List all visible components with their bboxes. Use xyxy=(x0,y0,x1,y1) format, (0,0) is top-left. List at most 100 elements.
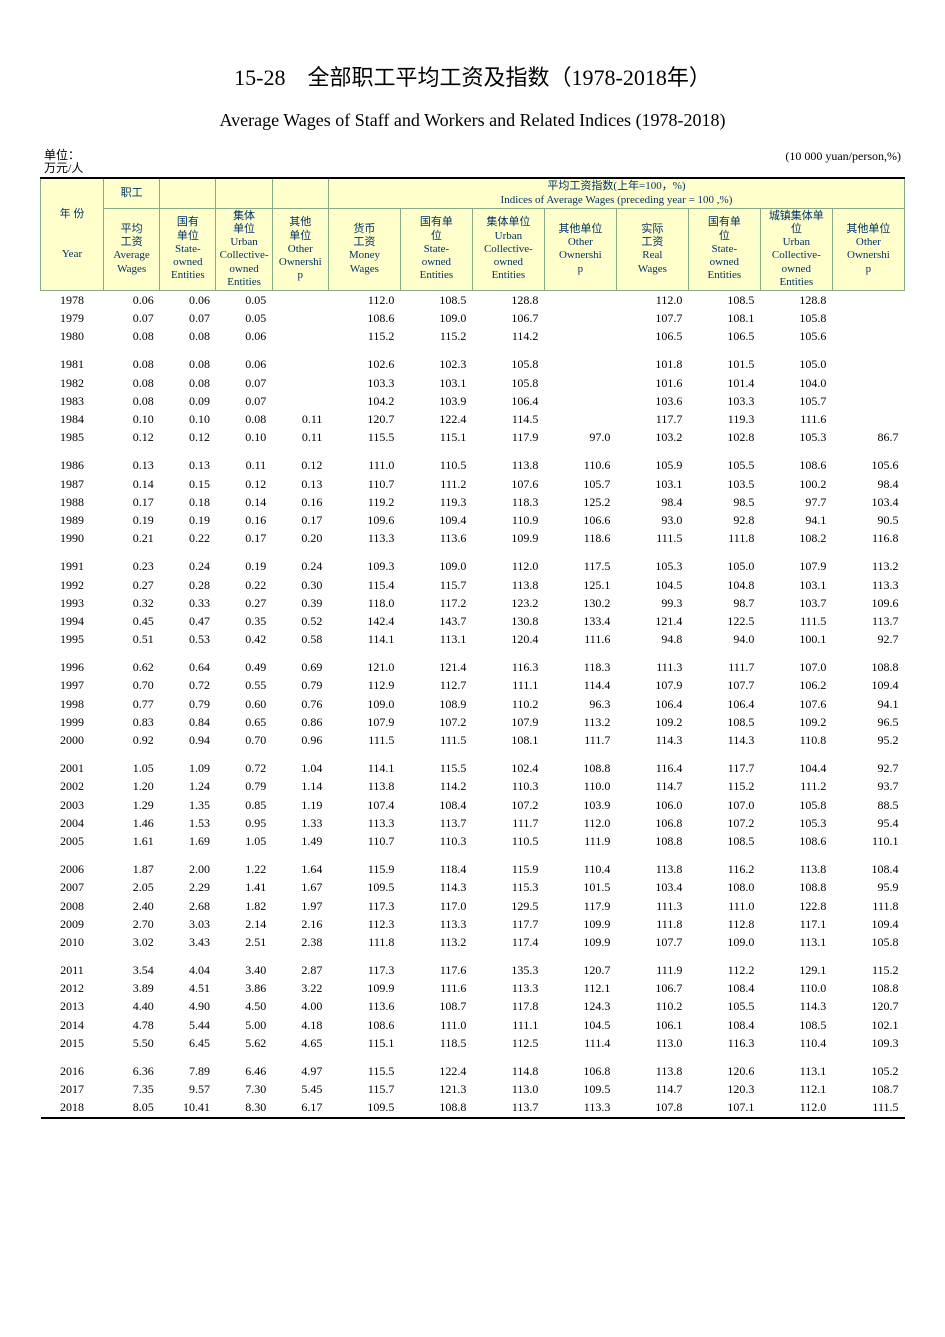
cell-value: 0.27 xyxy=(216,594,272,612)
cell-value: 0.53 xyxy=(160,630,216,648)
cell-value: 111.2 xyxy=(760,777,832,795)
table-row: 19920.270.280.220.30115.4115.7113.8125.1… xyxy=(41,576,905,594)
cell-value: 112.1 xyxy=(544,979,616,997)
table-row: 19830.080.090.07104.2103.9106.4103.6103.… xyxy=(41,392,905,410)
cell-value xyxy=(272,374,328,392)
cell-value: 0.07 xyxy=(216,392,272,410)
cell-value: 111.8 xyxy=(328,933,400,951)
cell-value: 111.6 xyxy=(400,979,472,997)
cell-value: 112.3 xyxy=(328,915,400,933)
cell-value: 0.28 xyxy=(160,576,216,594)
cell-value: 107.7 xyxy=(616,933,688,951)
cell-value: 107.8 xyxy=(616,1098,688,1117)
cell-value: 4.50 xyxy=(216,997,272,1015)
cell-value: 114.1 xyxy=(328,630,400,648)
cell-value: 0.14 xyxy=(216,493,272,511)
cell-value: 107.2 xyxy=(688,814,760,832)
cell-value: 112.0 xyxy=(544,814,616,832)
cell-value: 113.6 xyxy=(400,529,472,547)
cell-value: 108.6 xyxy=(760,832,832,850)
cell-value: 107.7 xyxy=(688,676,760,694)
cell-value: 115.7 xyxy=(400,576,472,594)
cell-value: 108.7 xyxy=(832,1080,904,1098)
cell-value: 2.16 xyxy=(272,915,328,933)
cell-value: 0.92 xyxy=(103,731,159,749)
cell-value: 115.3 xyxy=(472,878,544,896)
cell-value: 0.11 xyxy=(216,456,272,474)
cell-value: 97.0 xyxy=(544,428,616,446)
cell-value: 113.7 xyxy=(400,814,472,832)
cell-value: 130.2 xyxy=(544,594,616,612)
cell-value: 97.7 xyxy=(760,493,832,511)
cell-value: 1.49 xyxy=(272,832,328,850)
gap-row xyxy=(41,749,905,759)
cell-value: 118.5 xyxy=(400,1034,472,1052)
cell-value: 3.86 xyxy=(216,979,272,997)
cell-value: 114.5 xyxy=(472,410,544,428)
cell-value: 0.64 xyxy=(160,658,216,676)
cell-value: 94.1 xyxy=(832,695,904,713)
cell-value: 1.22 xyxy=(216,860,272,878)
cell-year: 1986 xyxy=(41,456,104,474)
cell-value: 116.3 xyxy=(472,658,544,676)
cell-value: 4.51 xyxy=(160,979,216,997)
cell-value: 105.8 xyxy=(472,355,544,373)
cell-value: 106.7 xyxy=(472,309,544,327)
cell-value: 5.00 xyxy=(216,1016,272,1034)
cell-value: 113.6 xyxy=(328,997,400,1015)
cell-value: 114.3 xyxy=(688,731,760,749)
cell-value: 111.7 xyxy=(544,731,616,749)
cell-year: 1995 xyxy=(41,630,104,648)
cell-value: 105.2 xyxy=(832,1062,904,1080)
cell-value xyxy=(544,374,616,392)
hdr-r-state: 国有单位 State-ownedEntities xyxy=(688,208,760,290)
cell-value: 6.45 xyxy=(160,1034,216,1052)
cell-value: 1.64 xyxy=(272,860,328,878)
cell-value: 5.45 xyxy=(272,1080,328,1098)
cell-value: 0.24 xyxy=(272,557,328,575)
cell-value: 105.3 xyxy=(760,814,832,832)
table-row: 19800.080.080.06115.2115.2114.2106.5106.… xyxy=(41,327,905,345)
cell-value: 105.6 xyxy=(832,456,904,474)
cell-value: 98.4 xyxy=(832,475,904,493)
cell-value: 113.8 xyxy=(328,777,400,795)
cell-value: 112.9 xyxy=(328,676,400,694)
cell-value: 92.8 xyxy=(688,511,760,529)
cell-value: 117.7 xyxy=(616,410,688,428)
cell-value: 124.3 xyxy=(544,997,616,1015)
title-cn: 15-28 全部职工平均工资及指数（1978-2018年） xyxy=(40,60,905,92)
cell-value: 2.00 xyxy=(160,860,216,878)
cell-year: 2017 xyxy=(41,1080,104,1098)
cell-value: 103.1 xyxy=(400,374,472,392)
cell-value: 105.8 xyxy=(760,309,832,327)
cell-year: 1996 xyxy=(41,658,104,676)
cell-value: 109.0 xyxy=(688,933,760,951)
cell-value: 99.3 xyxy=(616,594,688,612)
cell-value: 1.35 xyxy=(160,796,216,814)
cell-value: 105.3 xyxy=(760,428,832,446)
cell-value: 0.06 xyxy=(216,355,272,373)
cell-value: 114.3 xyxy=(616,731,688,749)
cell-value: 110.4 xyxy=(544,860,616,878)
cell-value: 103.9 xyxy=(400,392,472,410)
cell-value: 107.4 xyxy=(328,796,400,814)
cell-value: 4.00 xyxy=(272,997,328,1015)
cell-value: 110.9 xyxy=(472,511,544,529)
table-row: 20041.461.530.951.33113.3113.7111.7112.0… xyxy=(41,814,905,832)
cell-value: 111.3 xyxy=(616,897,688,915)
cell-value: 113.8 xyxy=(472,576,544,594)
cell-value: 105.8 xyxy=(760,796,832,814)
cell-value: 103.4 xyxy=(832,493,904,511)
cell-value: 113.3 xyxy=(400,915,472,933)
cell-value: 106.7 xyxy=(616,979,688,997)
table-row: 20113.544.043.402.87117.3117.6135.3120.7… xyxy=(41,961,905,979)
cell-value: 113.8 xyxy=(616,860,688,878)
table-row: 20144.785.445.004.18108.6111.0111.1104.5… xyxy=(41,1016,905,1034)
cell-value xyxy=(544,327,616,345)
cell-value: 107.1 xyxy=(688,1098,760,1117)
cell-value: 115.5 xyxy=(328,1062,400,1080)
cell-value: 0.45 xyxy=(103,612,159,630)
cell-value: 105.7 xyxy=(760,392,832,410)
cell-value: 0.18 xyxy=(160,493,216,511)
cell-value: 101.5 xyxy=(544,878,616,896)
